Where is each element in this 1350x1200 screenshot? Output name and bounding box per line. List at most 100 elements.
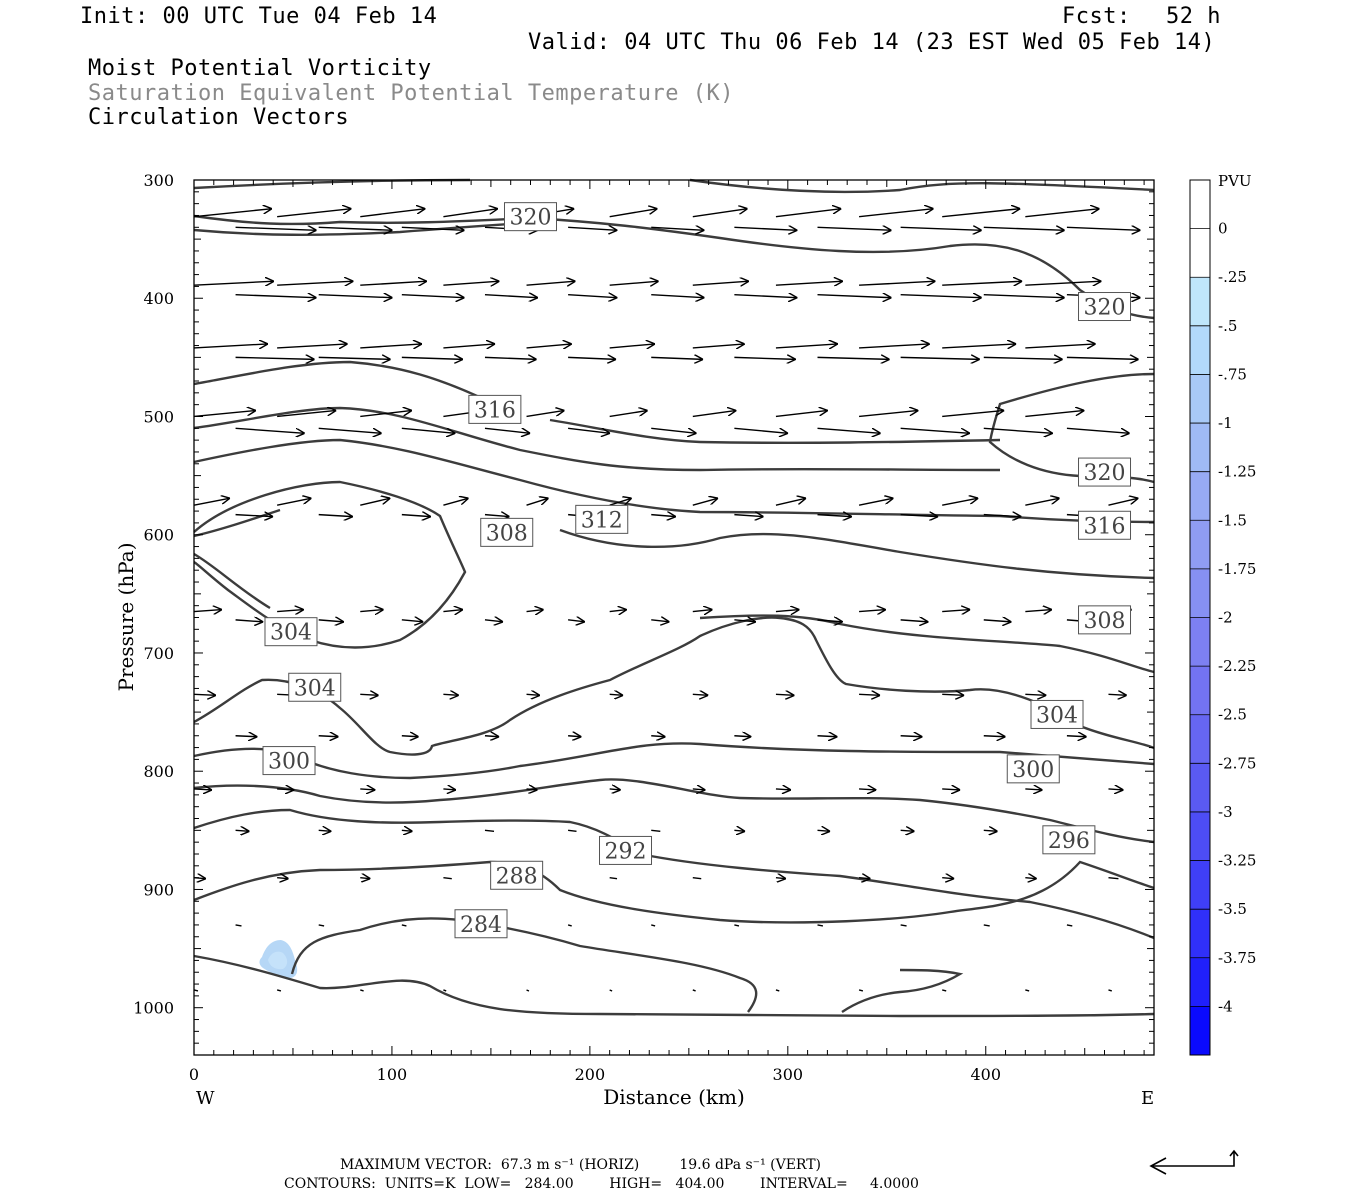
colorbar-label: 0 <box>1218 220 1228 238</box>
circulation-vector <box>526 789 538 790</box>
circulation-vector <box>1108 498 1138 506</box>
colorbar-label: -2 <box>1218 609 1233 627</box>
circulation-vector <box>1025 498 1059 506</box>
circulation-vector <box>942 209 1020 218</box>
circulation-vector <box>401 620 423 622</box>
circulation-vector <box>609 410 648 418</box>
circulation-vector <box>775 789 791 790</box>
colorbar-unit: PVU <box>1218 172 1252 190</box>
circulation-vector <box>277 789 294 790</box>
x-tick-label: 300 <box>773 1065 804 1084</box>
circulation-vector <box>235 620 264 622</box>
contour-label: 300 <box>262 746 316 776</box>
circulation-vector <box>526 498 549 506</box>
circulation-vector <box>734 357 795 359</box>
circulation-vector <box>360 610 383 612</box>
circulation-vector <box>1108 789 1123 790</box>
colorbar-swatch <box>1190 471 1210 521</box>
circulation-vector <box>1066 357 1139 359</box>
circulation-vector <box>983 620 1012 622</box>
circulation-vector <box>775 498 806 506</box>
circulation-vector <box>942 344 1016 348</box>
circulation-vector <box>443 989 447 992</box>
circulation-vector <box>775 694 794 695</box>
circulation-vector <box>1025 209 1099 218</box>
contour-label: 316 <box>468 394 522 424</box>
circulation-vector <box>734 830 745 831</box>
circulation-vector <box>1025 410 1084 418</box>
circulation-vector <box>401 924 407 927</box>
x-end-label-west: W <box>196 1088 215 1109</box>
circulation-vector <box>692 498 718 506</box>
circulation-vector <box>193 281 274 285</box>
circulation-vector <box>1025 878 1036 879</box>
circulation-vector <box>484 295 538 298</box>
colorbar-label: -.25 <box>1218 268 1247 286</box>
circulation-vector <box>568 736 581 737</box>
circulation-vector <box>983 515 1021 517</box>
circulation-vector <box>734 427 788 433</box>
contour-label: 300 <box>1006 754 1060 784</box>
circulation-vector <box>526 281 576 285</box>
colorbar-swatch <box>1190 277 1210 326</box>
circulation-vector <box>817 427 881 433</box>
contour-label: 308 <box>1078 605 1132 635</box>
circulation-vector <box>484 736 499 737</box>
circulation-vector <box>692 410 737 418</box>
circulation-vector <box>609 209 658 218</box>
circulation-vector <box>734 620 755 622</box>
circulation-vector <box>360 789 375 790</box>
y-tick-label: 700 <box>143 644 174 663</box>
circulation-vector <box>318 227 393 230</box>
circulation-vector <box>276 989 282 992</box>
y-tick-label: 900 <box>143 880 174 899</box>
circulation-vector <box>817 620 843 622</box>
circulation-vector <box>526 344 572 348</box>
colorbar-label: -1 <box>1218 414 1233 432</box>
svg-text:288: 288 <box>496 864 538 889</box>
circulation-vector <box>318 736 339 737</box>
contour-labels: 320 320 316 320 312 308 316 304 308 304 304 300 300 2… <box>262 202 1132 939</box>
circulation-vector <box>942 878 954 879</box>
svg-text:300: 300 <box>1012 758 1054 783</box>
circulation-vector <box>401 295 465 298</box>
circulation-vector <box>401 515 431 517</box>
circulation-vector <box>651 620 669 622</box>
circulation-vector <box>859 344 930 348</box>
circulation-vector <box>235 295 317 298</box>
colorbar-label: -2.5 <box>1218 706 1247 724</box>
circulation-vector <box>193 498 230 506</box>
circulation-vector <box>859 789 876 790</box>
circulation-vector <box>193 610 222 612</box>
y-tick-label: 1000 <box>133 999 174 1018</box>
circulation-vector <box>692 281 749 285</box>
circulation-vector <box>277 410 336 418</box>
circulation-vector <box>900 620 929 622</box>
circulation-vector <box>318 427 382 433</box>
colorbar-swatch <box>1190 860 1210 910</box>
x-tick-labels: 0 100 200 300 400 <box>189 1065 1001 1084</box>
circulation-vector <box>817 295 892 298</box>
colorbar-label: -2.25 <box>1218 657 1256 675</box>
circulation-vector <box>1108 694 1126 695</box>
circulation-vector <box>443 344 495 348</box>
circulation-vector <box>651 736 665 737</box>
circulation-vector <box>609 610 627 612</box>
circulation-vector <box>318 515 353 517</box>
circulation-vector <box>858 209 933 218</box>
circulation-vector <box>484 515 510 517</box>
plot-border <box>193 179 1155 1056</box>
colorbar-swatch <box>1190 423 1210 472</box>
circulation-vector <box>1025 281 1101 285</box>
circulation-vector <box>443 789 456 790</box>
circulation-vector <box>983 736 1006 737</box>
colorbar-swatch <box>1190 763 1210 812</box>
circulation-vector <box>734 295 797 298</box>
circulation-vector <box>443 610 463 612</box>
field-title-thetae: Saturation Equivalent Potential Temperat… <box>88 81 735 106</box>
colorbar-label: -1.25 <box>1218 463 1256 481</box>
circulation-vector <box>568 620 585 622</box>
colorbar-swatch <box>1190 568 1210 618</box>
circulation-vector <box>651 295 704 298</box>
contour-label: 320 <box>1078 457 1132 487</box>
